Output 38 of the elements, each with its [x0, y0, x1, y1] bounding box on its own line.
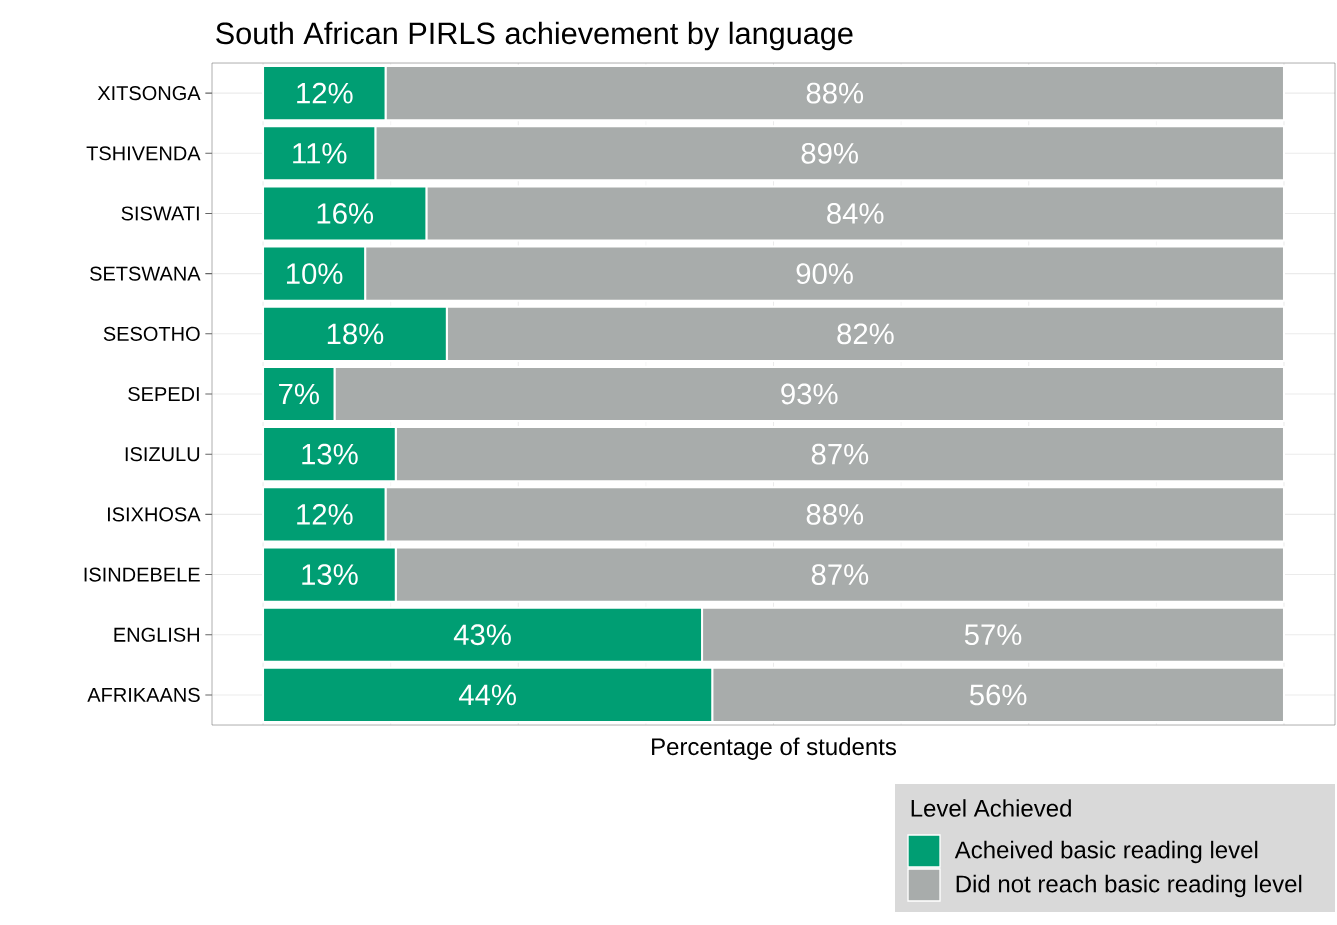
data-label: 89% [801, 142, 858, 164]
data-label: 18% [327, 323, 384, 345]
chart-title: South African PIRLS achievement by language [216, 21, 853, 51]
data-label: 56% [969, 684, 1027, 706]
data-label: 82% [837, 323, 894, 345]
data-label: 93% [781, 383, 838, 405]
data-label: 7% [279, 383, 319, 405]
data-label: 12% [297, 82, 353, 104]
y-tick-label: TSHIVENDA [86, 146, 201, 161]
y-tick-label: SETSWANA [90, 266, 201, 281]
legend-label: Acheived basic reading level [954, 840, 1258, 864]
data-label: 12% [297, 504, 353, 525]
data-label: 88% [806, 503, 864, 525]
y-tick-label: XITSONGA [97, 86, 201, 101]
data-label: 43% [453, 624, 511, 646]
y-tick-label: SEPEDI [128, 386, 199, 402]
y-tick-label: ISIZULU [125, 447, 200, 462]
y-tick-label: ISIXHOSA [107, 507, 201, 522]
legend-title: Level Achieved [911, 799, 1071, 817]
y-tick-label: ISINDEBELE [84, 567, 200, 582]
data-label: 10% [286, 263, 343, 285]
data-label: 13% [302, 564, 358, 585]
x-axis-title: Percentage of students [652, 737, 897, 760]
y-tick-label: SISWATI [121, 206, 199, 221]
data-label: 84% [827, 203, 884, 224]
data-label: 44% [458, 684, 516, 706]
data-label: 87% [811, 443, 869, 465]
data-label: 87% [811, 564, 869, 585]
y-tick-label: ENGLISH [114, 627, 199, 642]
y-tick-label: SESOTHO [103, 326, 200, 341]
data-label: 16% [317, 203, 374, 224]
data-label: 88% [806, 82, 864, 104]
data-label: 11% [293, 143, 347, 164]
data-label: 13% [302, 443, 358, 465]
data-label: 90% [796, 263, 853, 285]
legend-label: Did not reach basic reading level [956, 874, 1302, 898]
data-label: 57% [964, 624, 1022, 646]
y-tick-label: AFRIKAANS [87, 687, 200, 702]
